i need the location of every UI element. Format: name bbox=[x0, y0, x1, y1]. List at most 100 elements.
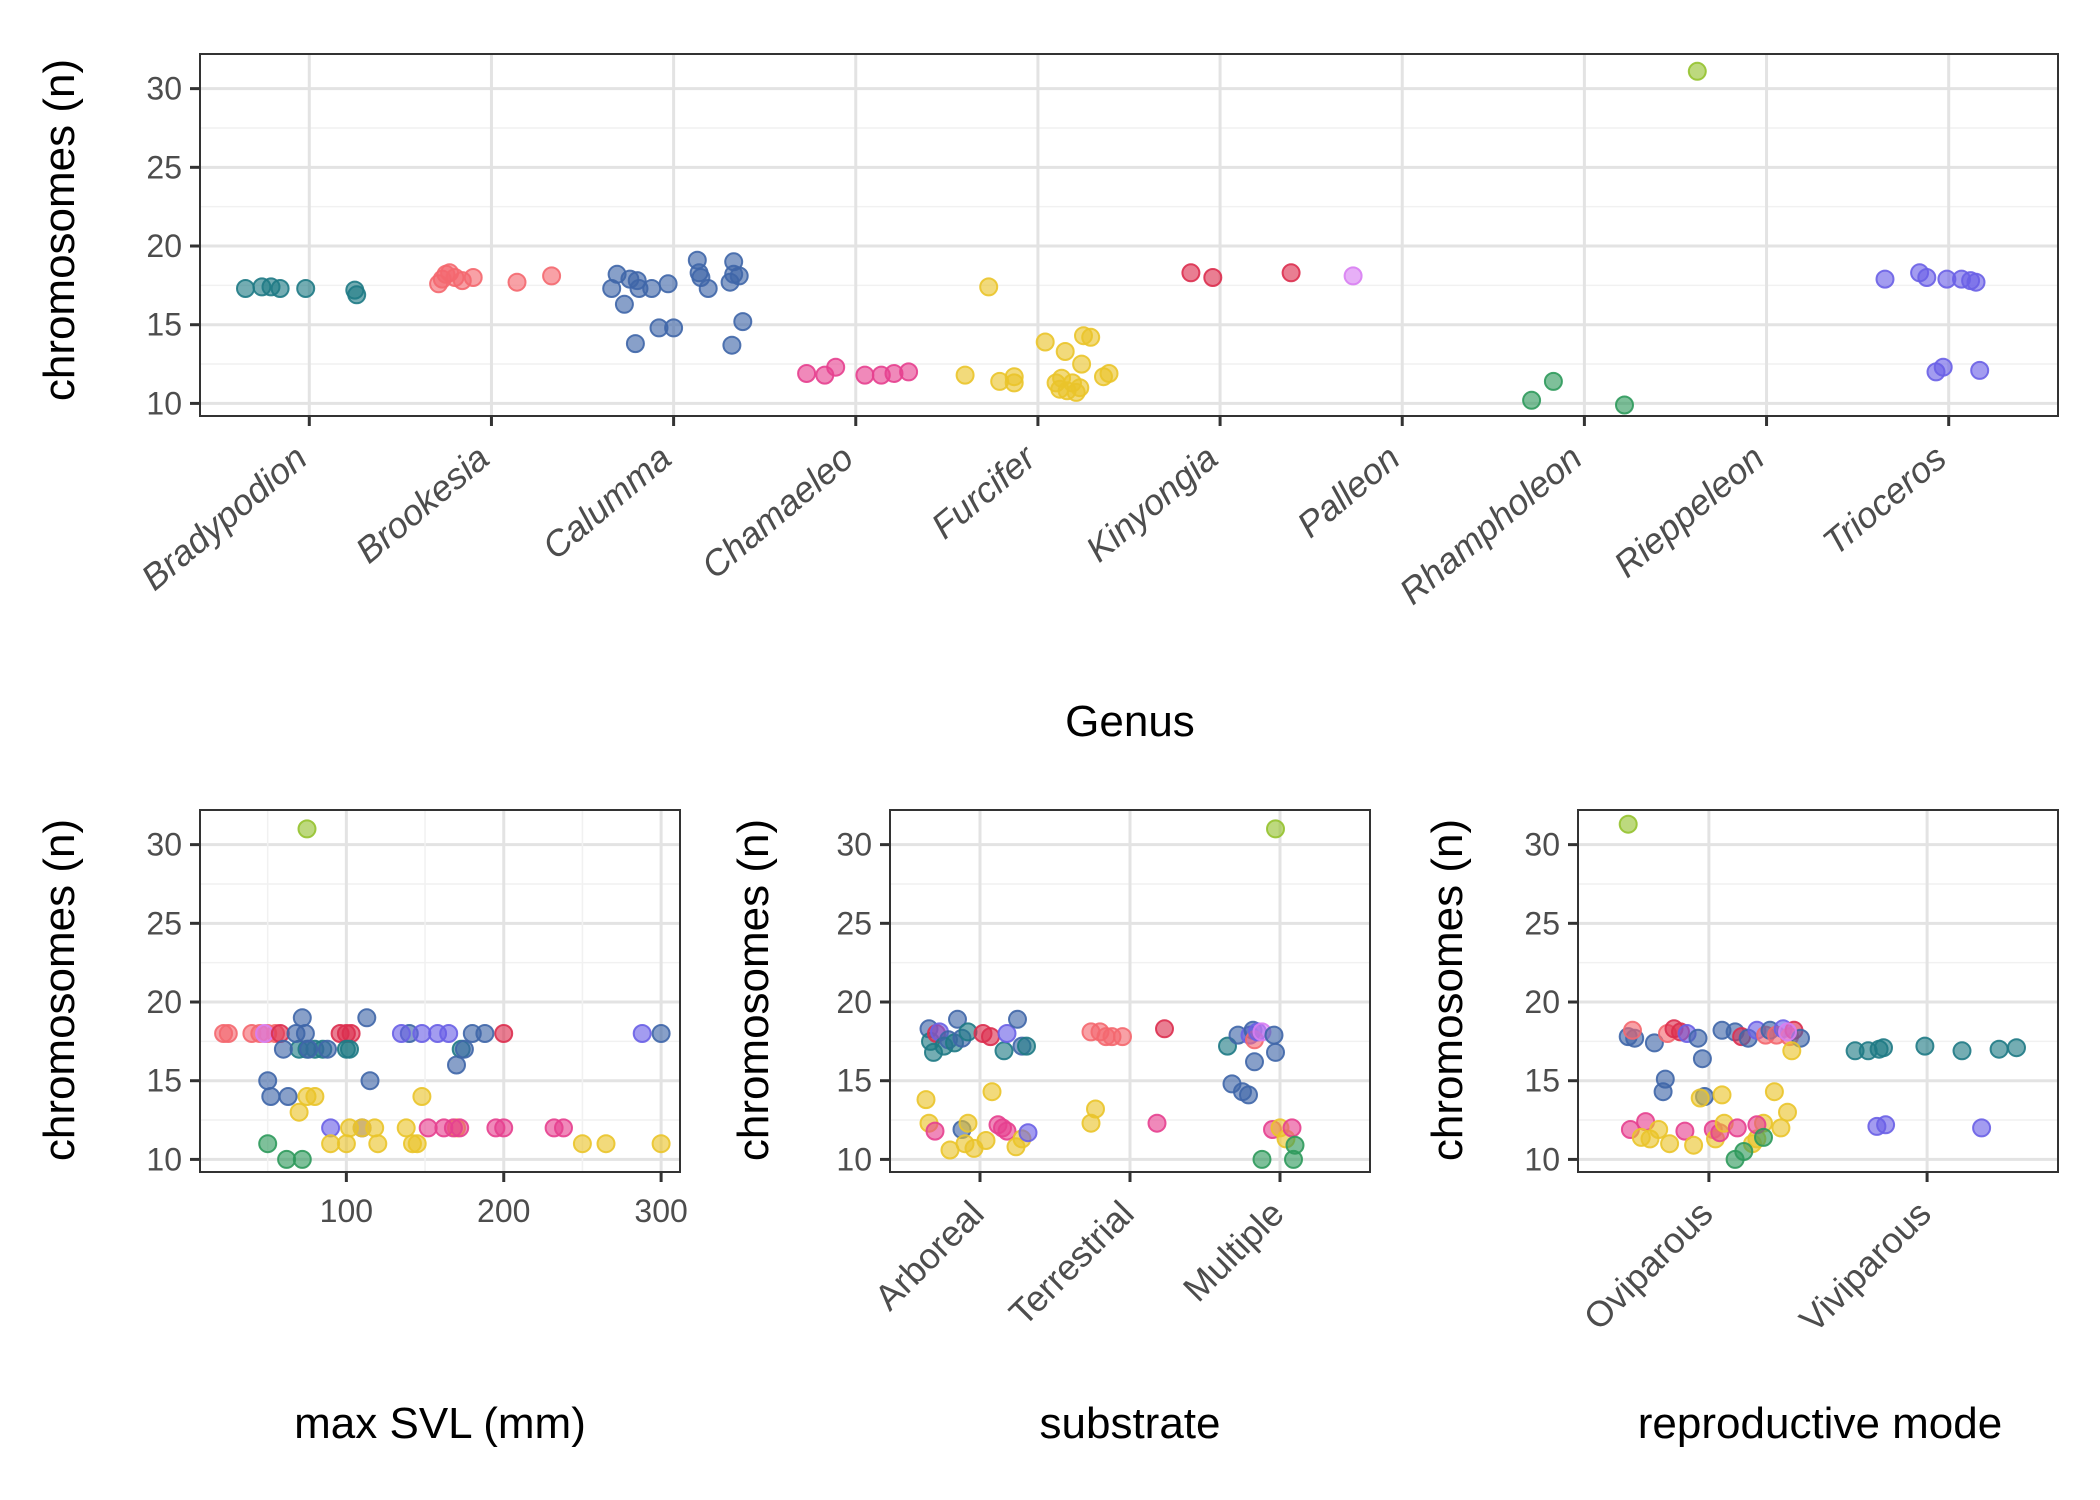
data-point-chamaeleo bbox=[925, 1121, 945, 1141]
data-point-furcifer bbox=[1782, 1041, 1802, 1061]
data-point-rhampholeon bbox=[1252, 1149, 1272, 1169]
data-point-furcifer bbox=[1771, 1118, 1791, 1138]
data-point-calumma bbox=[261, 1087, 281, 1106]
data-point-calumma bbox=[1653, 1082, 1673, 1102]
svl-panel-ylabel: chromosomes (n) bbox=[35, 819, 84, 1161]
y-tick-label: 25 bbox=[836, 905, 872, 941]
data-point-trioceros bbox=[1875, 269, 1895, 289]
data-point-palleon bbox=[255, 1024, 274, 1043]
data-point-palleon bbox=[1778, 1022, 1797, 1042]
repro-panel-border bbox=[1577, 809, 2059, 1173]
data-point-calumma bbox=[360, 1071, 380, 1091]
y-tick-label: 25 bbox=[146, 905, 182, 941]
data-point-calumma bbox=[1239, 1085, 1258, 1105]
data-point-calumma bbox=[614, 294, 634, 314]
data-point-calumma bbox=[733, 312, 753, 332]
data-point-trioceros bbox=[1933, 357, 1953, 377]
data-point-chamaeleo bbox=[554, 1118, 573, 1138]
data-point-furcifer bbox=[321, 1134, 341, 1154]
data-point-chamaeleo bbox=[826, 357, 846, 377]
data-point-calumma bbox=[1644, 1033, 1664, 1053]
data-point-calumma bbox=[664, 318, 684, 338]
data-point-calumma bbox=[318, 1039, 337, 1059]
data-point-calumma bbox=[722, 335, 742, 355]
data-point-calumma bbox=[258, 1071, 278, 1091]
data-point-trioceros bbox=[1972, 1118, 1992, 1138]
y-tick-label: 20 bbox=[836, 984, 872, 1020]
data-point-rieppeleon bbox=[1618, 814, 1638, 834]
data-point-calumma bbox=[454, 1039, 474, 1059]
data-point-calumma bbox=[357, 1008, 377, 1028]
data-point-trioceros bbox=[439, 1024, 459, 1043]
data-point-brookesia bbox=[542, 266, 562, 286]
data-point-bradypodion bbox=[994, 1041, 1014, 1061]
y-tick-label: 15 bbox=[1524, 1063, 1560, 1099]
data-point-brookesia bbox=[1113, 1027, 1132, 1047]
repro-panel: 10 15 20 25 30 Oviparous Viviparous chromosom… bbox=[1423, 809, 2059, 1448]
data-point-furcifer bbox=[336, 1134, 356, 1154]
y-tick-label: 10 bbox=[146, 385, 182, 421]
data-point-calumma bbox=[475, 1024, 495, 1043]
repro-panel-ylabel: chromosomes (n) bbox=[1423, 819, 1472, 1161]
data-point-bradypodion bbox=[2007, 1038, 2026, 1058]
data-point-furcifer bbox=[1004, 367, 1024, 387]
data-point-furcifer bbox=[289, 1102, 309, 1122]
data-point-bradypodion bbox=[1952, 1041, 1972, 1061]
data-point-brookesia bbox=[463, 268, 483, 287]
svl-panel: 10 15 20 25 30 100 200 300 chromosomes (n) max… bbox=[35, 809, 688, 1448]
data-point-rhampholeon bbox=[277, 1149, 297, 1169]
svl-panel-border bbox=[199, 809, 681, 1173]
y-tick-label: 20 bbox=[1524, 984, 1560, 1020]
y-tick-label: 20 bbox=[146, 984, 182, 1020]
data-point-calumma bbox=[278, 1087, 298, 1106]
x-category-label: Multiple bbox=[1175, 1193, 1292, 1310]
data-point-kinyongia bbox=[341, 1024, 361, 1043]
data-point-furcifer bbox=[1684, 1135, 1704, 1155]
data-point-calumma bbox=[447, 1055, 466, 1075]
x-category-label: Furcifer bbox=[923, 435, 1044, 546]
data-point-rieppeleon bbox=[297, 819, 317, 839]
data-point-rhampholeon bbox=[1543, 371, 1563, 391]
data-point-trioceros bbox=[997, 1024, 1017, 1043]
data-point-bradypodion bbox=[236, 279, 255, 298]
y-tick-label: 10 bbox=[836, 1141, 872, 1177]
x-category-label: Kinyongia bbox=[1078, 437, 1225, 570]
data-point-furcifer bbox=[572, 1134, 592, 1154]
y-tick-label: 10 bbox=[146, 1141, 182, 1177]
data-point-bradypodion bbox=[1915, 1036, 1935, 1056]
substrate-panel: 10 15 20 25 30 Arboreal Terrestrial Multiple c… bbox=[729, 809, 1371, 1448]
data-point-chamaeleo bbox=[1282, 1118, 1302, 1138]
data-point-furcifer bbox=[1081, 327, 1101, 347]
data-point-furcifer bbox=[979, 277, 999, 297]
data-point-brookesia bbox=[1623, 1020, 1642, 1040]
data-point-chamaeleo bbox=[855, 365, 875, 385]
data-point-calumma bbox=[1688, 1028, 1708, 1048]
x-category-label: Terrestrial bbox=[1001, 1193, 1142, 1334]
data-point-calumma bbox=[292, 1008, 312, 1028]
data-point-trioceros bbox=[1970, 360, 1990, 380]
data-point-furcifer bbox=[1055, 342, 1075, 361]
data-point-calumma bbox=[1264, 1025, 1284, 1045]
svl-panel-xlabel: max SVL (mm) bbox=[294, 1399, 586, 1448]
y-tick-label: 30 bbox=[1524, 827, 1560, 863]
data-point-furcifer bbox=[1072, 354, 1092, 374]
genus-panel: 10 15 20 25 30 Bradypodion Brookesia Calumma Ch… bbox=[35, 53, 2059, 746]
data-point-calumma bbox=[273, 1039, 293, 1059]
data-point-furcifer bbox=[982, 1082, 1002, 1102]
y-tick-label: 15 bbox=[146, 1063, 182, 1099]
data-point-furcifer bbox=[1660, 1134, 1680, 1154]
data-point-chamaeleo bbox=[899, 362, 919, 382]
data-point-furcifer bbox=[1764, 1082, 1784, 1102]
x-category-label: Arboreal bbox=[866, 1193, 991, 1318]
x-category-label: Oviparous bbox=[1576, 1193, 1721, 1338]
data-point-calumma bbox=[698, 279, 718, 298]
data-point-rhampholeon bbox=[1522, 390, 1542, 410]
data-point-furcifer bbox=[396, 1118, 416, 1138]
x-category-label: Rhampholeon bbox=[1391, 437, 1589, 612]
x-tick-label: 300 bbox=[634, 1193, 687, 1229]
data-point-rhampholeon bbox=[1284, 1149, 1303, 1169]
data-point-chamaeleo bbox=[494, 1118, 514, 1138]
data-point-calumma bbox=[658, 274, 678, 294]
data-point-calumma bbox=[729, 266, 749, 286]
